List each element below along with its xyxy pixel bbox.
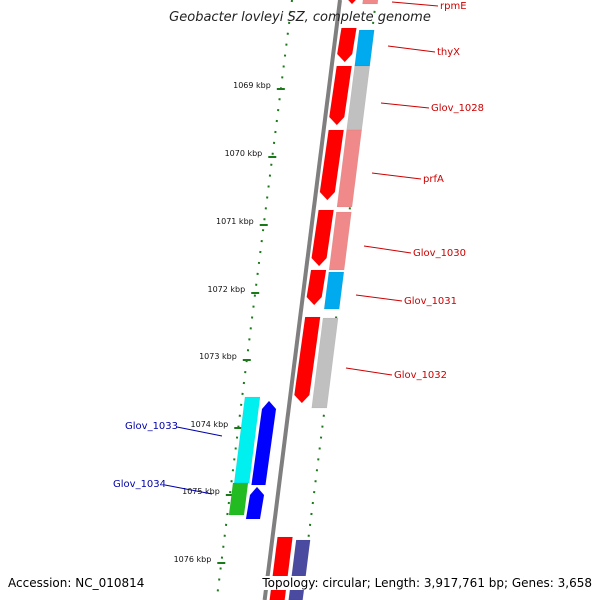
cds-arrow-forward[interactable]	[294, 316, 321, 404]
gene-bar-forward[interactable]	[288, 539, 311, 600]
gene-leader-line	[176, 426, 223, 437]
gene-leader-line	[387, 45, 436, 53]
gene-leader-line	[391, 1, 439, 7]
gene-leader-line	[363, 245, 412, 254]
accession-text: Accession: NC_010814	[8, 576, 145, 590]
gene-bar-reverse[interactable]	[233, 396, 261, 484]
gene-label[interactable]: Glov_1034	[113, 479, 166, 490]
tick-label: 1071 kbp	[216, 217, 254, 226]
cds-arrow-forward[interactable]	[319, 129, 345, 201]
cds-arrow-forward[interactable]	[328, 65, 353, 126]
tick-label: 1072 kbp	[207, 285, 245, 294]
ruler-dotted-line	[215, 0, 293, 600]
gene-label[interactable]: thyX	[437, 47, 460, 58]
cds-arrow-reverse[interactable]	[251, 400, 277, 486]
tick-label: 1074 kbp	[191, 420, 229, 429]
gene-leader-line	[345, 367, 393, 376]
gene-label[interactable]: Glov_1031	[404, 296, 457, 307]
genome-summary-text: Topology: circular; Length: 3,917,761 bp…	[262, 576, 592, 590]
gene-label[interactable]: rpmE	[440, 1, 467, 12]
cds-arrow-forward[interactable]	[344, 0, 360, 5]
genome-backbone	[262, 0, 342, 600]
cds-arrow-forward[interactable]	[311, 209, 334, 267]
gene-leader-line	[371, 172, 422, 180]
gene-bar-forward[interactable]	[336, 129, 363, 208]
gene-label[interactable]: Glov_1033	[125, 421, 178, 432]
gene-bar-reverse[interactable]	[228, 482, 249, 516]
gene-label[interactable]: Glov_1030	[413, 248, 466, 259]
gene-label[interactable]: Glov_1032	[394, 370, 447, 381]
cds-arrow-forward[interactable]	[336, 27, 357, 63]
gene-bar-forward[interactable]	[323, 271, 345, 310]
tick-label: 1073 kbp	[199, 352, 237, 361]
cds-arrow-reverse[interactable]	[245, 486, 265, 520]
gene-bar-forward[interactable]	[354, 29, 375, 67]
gene-leader-line	[355, 294, 403, 302]
tick-label: 1069 kbp	[233, 81, 271, 90]
gene-bar-forward[interactable]	[311, 317, 339, 409]
gene-leader-line	[380, 102, 430, 109]
gene-label[interactable]: Glov_1028	[431, 103, 484, 114]
tick-label: 1070 kbp	[225, 149, 263, 158]
gene-label[interactable]: prfA	[423, 174, 444, 185]
cds-arrow-forward[interactable]	[306, 269, 327, 306]
gene-bar-forward[interactable]	[362, 0, 379, 5]
tick-label: 1076 kbp	[174, 555, 212, 564]
gene-leader-line	[164, 484, 213, 495]
page-title: Geobacter lovleyi SZ, complete genome	[169, 10, 431, 25]
gene-bar-forward[interactable]	[328, 211, 352, 271]
